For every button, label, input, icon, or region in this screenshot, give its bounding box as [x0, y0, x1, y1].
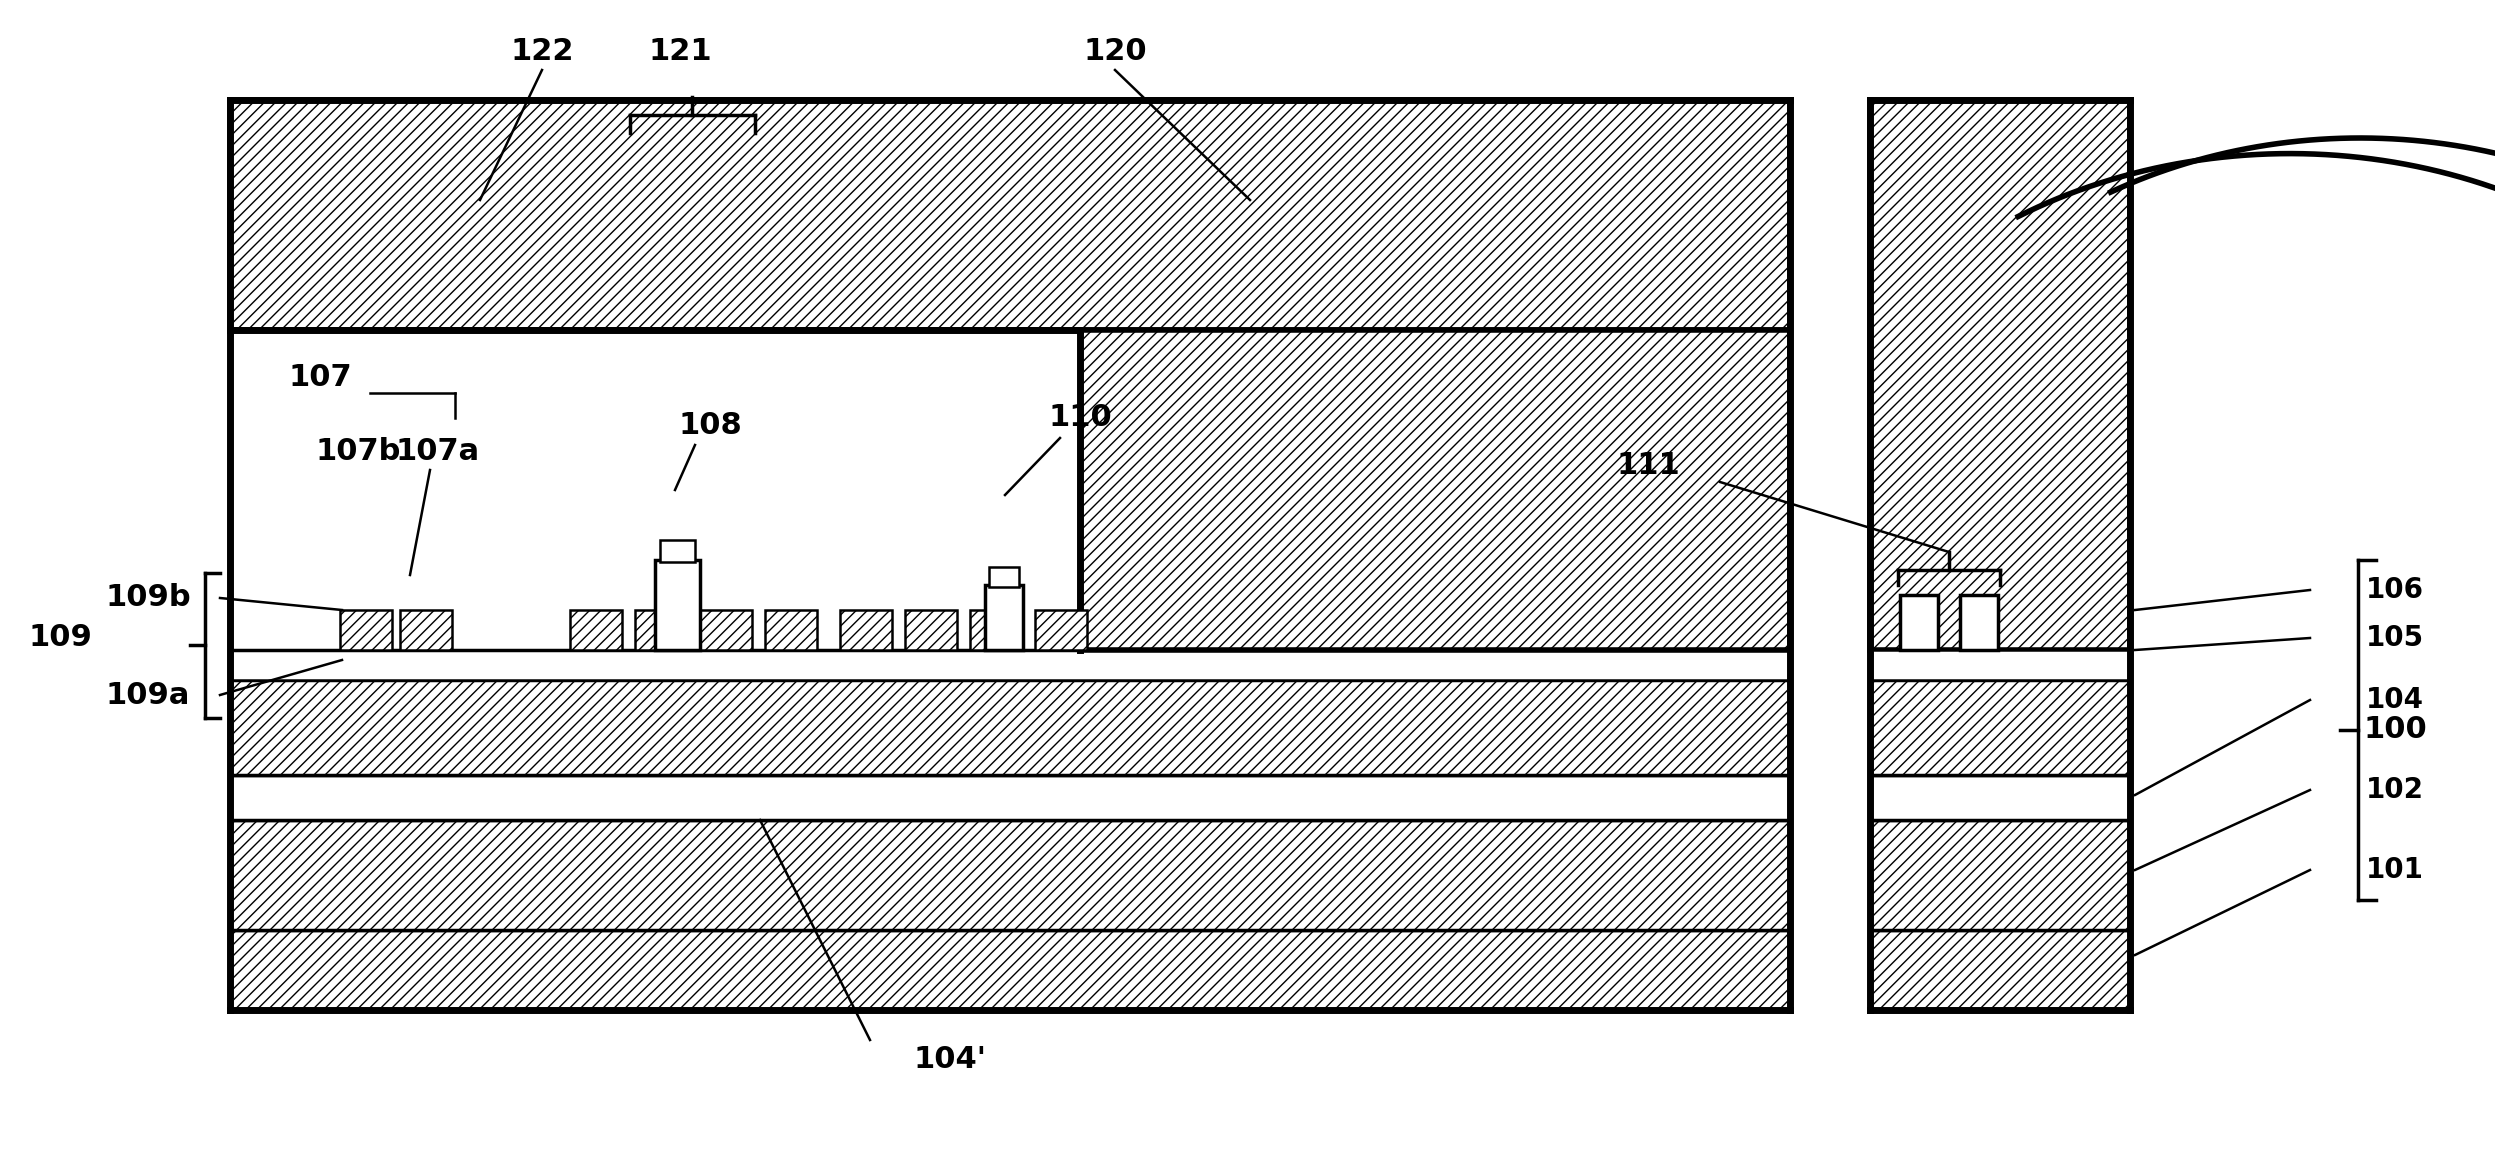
Bar [661, 540, 696, 562]
Bar [230, 651, 1789, 680]
Text: 110: 110 [1048, 403, 1113, 432]
Bar [230, 776, 1789, 820]
Text: 104': 104' [913, 1045, 986, 1075]
Text: 111: 111 [1617, 451, 1679, 480]
Bar [1869, 930, 2131, 1010]
Bar [988, 566, 1018, 588]
Bar [1869, 680, 2131, 776]
Bar [766, 610, 816, 651]
Bar [636, 610, 686, 651]
Text: 106: 106 [2365, 576, 2425, 604]
Bar [230, 680, 1789, 776]
Bar [701, 610, 751, 651]
Text: 120: 120 [1083, 37, 1148, 67]
Bar [1869, 651, 2131, 680]
Bar [841, 610, 893, 651]
Bar [230, 930, 1789, 1010]
Bar [569, 610, 621, 651]
Bar [656, 559, 701, 651]
Text: 105: 105 [2365, 624, 2425, 652]
Bar [230, 331, 1080, 651]
Bar [1869, 776, 2131, 820]
Text: 109a: 109a [105, 681, 190, 709]
Text: 107a: 107a [397, 438, 479, 466]
Text: 107b: 107b [314, 438, 402, 466]
Text: 100: 100 [2363, 716, 2428, 744]
Bar [339, 610, 392, 651]
Bar [971, 610, 1023, 651]
Bar [1869, 820, 2131, 930]
Bar [1080, 331, 1789, 651]
Text: 108: 108 [679, 410, 741, 439]
Text: 101: 101 [2365, 856, 2425, 884]
Bar [399, 610, 452, 651]
Bar [1035, 610, 1088, 651]
Bar [1869, 100, 2131, 651]
Text: 104: 104 [2365, 686, 2425, 714]
Text: 109: 109 [27, 624, 92, 653]
Text: 107: 107 [289, 363, 352, 392]
Bar [1961, 595, 1998, 651]
Text: 102: 102 [2365, 776, 2425, 804]
Bar [230, 100, 1789, 331]
Text: 121: 121 [649, 37, 711, 67]
Text: 109b: 109b [105, 584, 190, 612]
Bar [986, 585, 1023, 651]
Text: 122: 122 [511, 37, 574, 67]
Bar [230, 820, 1789, 930]
Bar [1901, 595, 1939, 651]
Bar [906, 610, 958, 651]
